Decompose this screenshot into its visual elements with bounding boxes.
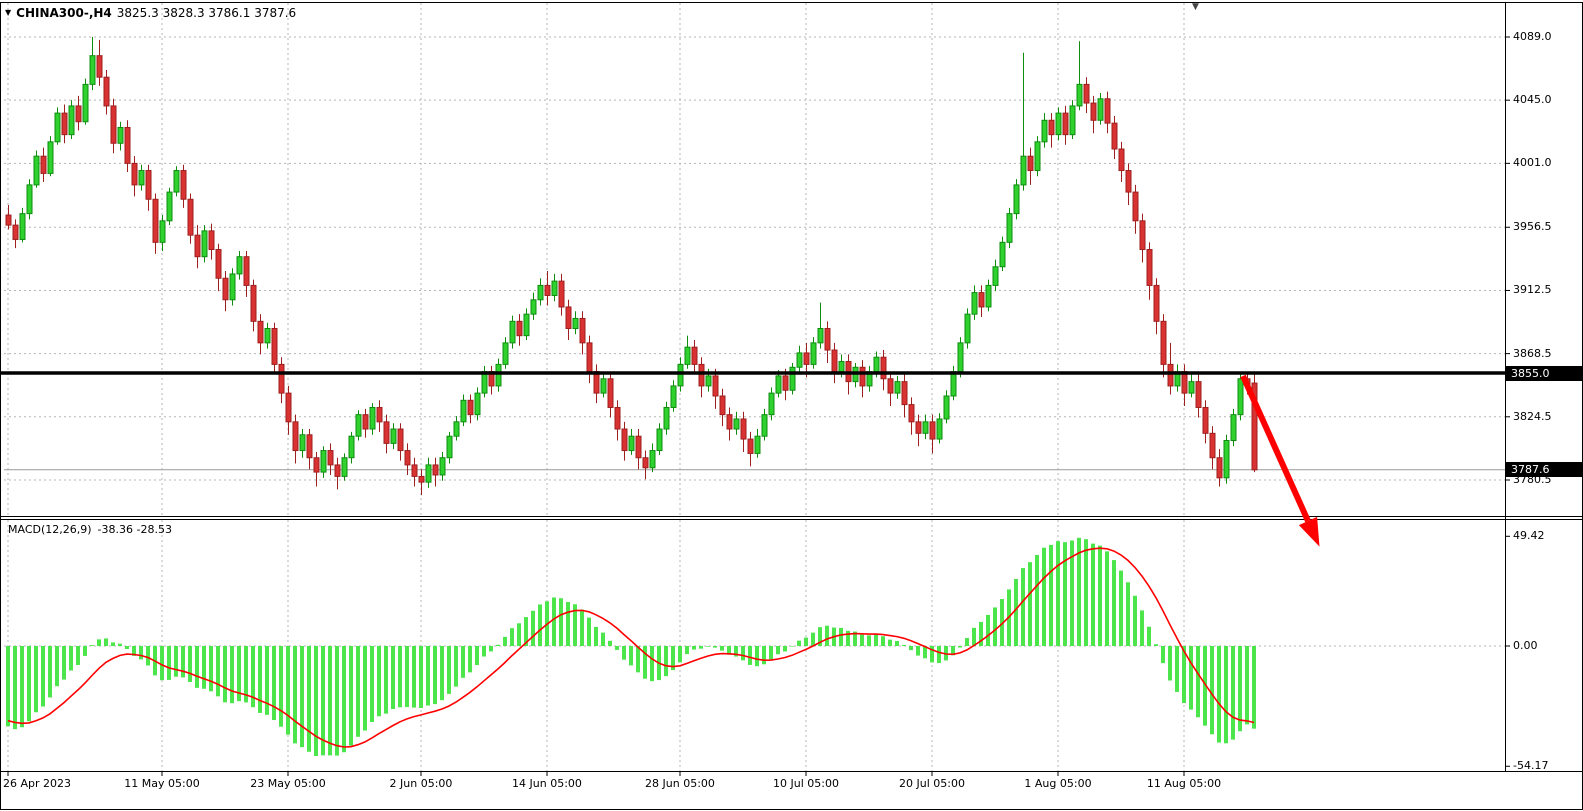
macd-indicator-header: MACD(12,26,9) -38.36 -28.53 <box>8 523 172 536</box>
hline-price-tag: 3855.0 <box>1506 365 1583 381</box>
price-tick-label: 3868.5 <box>1513 346 1552 360</box>
price-tick-label: 4001.0 <box>1513 156 1552 170</box>
ohlc-values: 3825.3 3828.3 3786.1 3787.6 <box>116 6 297 20</box>
price-tick-label: 4045.0 <box>1513 93 1552 107</box>
macd-tick-label: 49.42 <box>1513 529 1545 543</box>
candlestick-series <box>5 37 1258 496</box>
trend-arrow[interactable] <box>1240 374 1320 547</box>
symbol-marker-icon: ▼ <box>5 8 12 17</box>
chart-shift-icon[interactable]: ▼ <box>1192 2 1199 12</box>
macd-signal-line <box>7 547 1255 748</box>
symbol-name: CHINA300-,H4 <box>16 6 112 20</box>
macd-indicator-label: MACD(12,26,9) <box>8 523 92 536</box>
panel-divider[interactable] <box>0 514 1505 522</box>
current-price-tag: 3787.6 <box>1506 462 1583 478</box>
price-tick-label: 4089.0 <box>1513 30 1552 43</box>
price-tick-label: 3912.5 <box>1513 283 1552 297</box>
chart-title: ▼ CHINA300-,H4 3825.3 3828.3 3786.1 3787… <box>5 6 296 20</box>
macd-axis[interactable]: 49.42 0.00 -54.17 <box>1505 0 1583 811</box>
macd-tick-label: -54.17 <box>1513 759 1549 773</box>
macd-histogram <box>6 537 1256 756</box>
gridlines <box>4 3 1505 771</box>
macd-tick-label: 0.00 <box>1513 639 1538 652</box>
macd-indicator-values: -38.36 -28.53 <box>97 523 172 536</box>
price-tick-label: 3956.5 <box>1513 220 1552 234</box>
price-tick-label: 3824.5 <box>1513 409 1552 423</box>
